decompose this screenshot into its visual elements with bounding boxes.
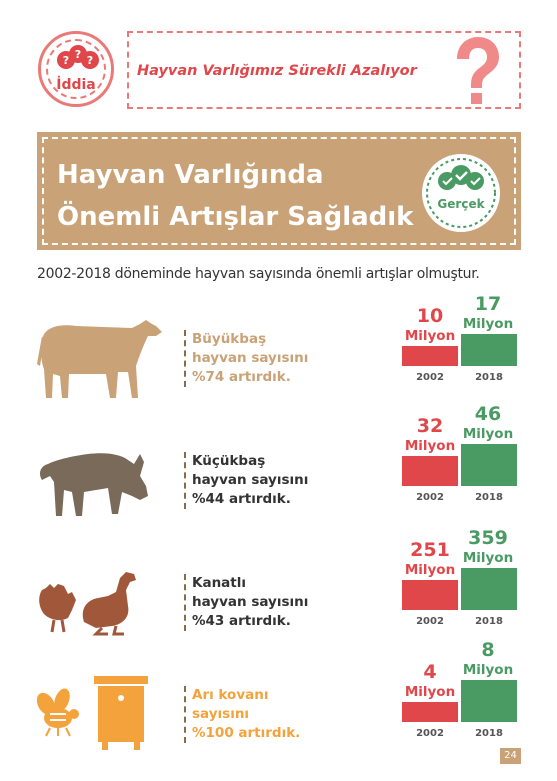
- bar-2018: [461, 568, 517, 610]
- goat-icon: [40, 453, 148, 516]
- desc-line: hayvan sayısını: [192, 594, 309, 610]
- bar-2002: [402, 456, 458, 486]
- svg-text:?: ?: [87, 54, 93, 67]
- desc-line: %44 artırdık.: [192, 491, 291, 507]
- bar-chart-poultry: 251 Milyon 2002 359 Milyon 2018: [398, 528, 520, 644]
- subtitle: 2002-2018 döneminde hayvan sayısında öne…: [37, 266, 480, 282]
- claim-text: Hayvan Varlığımız Sürekli Azalıyor: [137, 63, 417, 79]
- stat-row-small-livestock: Küçükbaş hayvan sayısını %44 artırdık. 3…: [0, 404, 557, 534]
- value-2018: 8: [481, 639, 495, 661]
- fact-banner-border: [42, 137, 516, 245]
- desc-line: Kanatlı: [192, 575, 246, 591]
- unit-2002: Milyon: [404, 684, 456, 700]
- stat-row-beehives: Arı kovanı sayısını %100 artırdık. 4 Mil…: [0, 640, 557, 764]
- year-2002: 2002: [416, 492, 444, 503]
- desc-line: %100 artırdık.: [192, 725, 301, 741]
- value-2002: 32: [416, 415, 444, 437]
- desc-line: Küçükbaş: [192, 453, 266, 469]
- bar-2002: [402, 580, 458, 610]
- fact-title-line1: Hayvan Varlığında: [57, 160, 324, 190]
- svg-text:?: ?: [63, 54, 69, 67]
- stat-description: Büyükbaş hayvan sayısını %74 artırdık.: [184, 330, 334, 387]
- year-2002: 2002: [416, 372, 444, 383]
- page-number: 24: [500, 748, 521, 764]
- desc-line: Büyükbaş: [192, 331, 267, 347]
- stat-description: Kanatlı hayvan sayısını %43 artırdık.: [184, 574, 334, 631]
- bar-2002: [402, 702, 458, 722]
- fact-badge: Gerçek: [422, 154, 500, 232]
- fact-title-line2: Önemli Artışlar Sağladık: [57, 202, 414, 232]
- value-2018: 359: [468, 527, 508, 549]
- bar-2018: [461, 680, 517, 722]
- fact-badge-label: Gerçek: [437, 197, 485, 211]
- value-2002: 4: [423, 661, 437, 683]
- claim-box: Hayvan Varlığımız Sürekli Azalıyor: [127, 31, 521, 109]
- question-bubbles-icon: ? ? ?: [57, 45, 99, 69]
- year-2002: 2002: [416, 728, 444, 739]
- year-2018: 2018: [475, 492, 503, 503]
- stat-row-cattle: Büyükbaş hayvan sayısını %74 artırdık. 1…: [0, 294, 557, 418]
- year-2018: 2018: [475, 728, 503, 739]
- year-2018: 2018: [475, 372, 503, 383]
- stat-row-poultry: Kanatlı hayvan sayısını %43 artırdık. 25…: [0, 528, 557, 650]
- unit-2002: Milyon: [404, 438, 456, 454]
- bar-chart-small-livestock: 32 Milyon 2002 46 Milyon 2018: [398, 404, 520, 526]
- desc-line: hayvan sayısını: [192, 350, 309, 366]
- value-2018: 17: [474, 293, 502, 315]
- svg-text:?: ?: [75, 48, 81, 61]
- value-2018: 46: [474, 403, 502, 425]
- fact-title: Hayvan Varlığında Önemli Artışlar Sağlad…: [57, 154, 413, 238]
- unit-2018: Milyon: [462, 550, 514, 566]
- desc-line: %43 artırdık.: [192, 613, 291, 629]
- hive-box-icon: [94, 676, 148, 750]
- fact-banner: Hayvan Varlığında Önemli Artışlar Sağlad…: [37, 132, 521, 250]
- value-2002: 251: [410, 539, 450, 561]
- question-mark-icon: [457, 37, 499, 104]
- bar-chart-cattle: 10 Milyon 2002 17 Milyon 2018: [398, 294, 520, 410]
- check-icon: [438, 165, 484, 190]
- claim-label: İddia: [56, 77, 96, 93]
- value-2002: 10: [416, 305, 444, 327]
- cow-icon: [37, 320, 162, 398]
- bar-2018: [461, 334, 517, 366]
- bar-2002: [402, 346, 458, 366]
- year-2002: 2002: [416, 616, 444, 627]
- unit-2002: Milyon: [404, 328, 456, 344]
- bee-icon: [36, 688, 79, 737]
- poultry-icon: [39, 572, 136, 636]
- stat-description: Arı kovanı sayısını %100 artırdık.: [184, 686, 334, 743]
- stat-description: Küçükbaş hayvan sayısını %44 artırdık.: [184, 452, 334, 509]
- claim-badge: ? ? ? İddia: [38, 31, 114, 107]
- year-2018: 2018: [475, 616, 503, 627]
- desc-line: hayvan sayısını: [192, 472, 309, 488]
- desc-line: sayısını: [192, 706, 250, 722]
- beehive-icon: [36, 676, 148, 750]
- bar-2018: [461, 444, 517, 486]
- unit-2018: Milyon: [462, 426, 514, 442]
- unit-2018: Milyon: [462, 316, 514, 332]
- bar-chart-beehives: 4 Milyon 2002 8 Milyon 2018: [398, 640, 520, 760]
- desc-line: %74 artırdık.: [192, 369, 291, 385]
- desc-line: Arı kovanı: [192, 687, 269, 703]
- claim-badge-ring: [46, 39, 106, 99]
- unit-2018: Milyon: [462, 662, 514, 678]
- unit-2002: Milyon: [404, 562, 456, 578]
